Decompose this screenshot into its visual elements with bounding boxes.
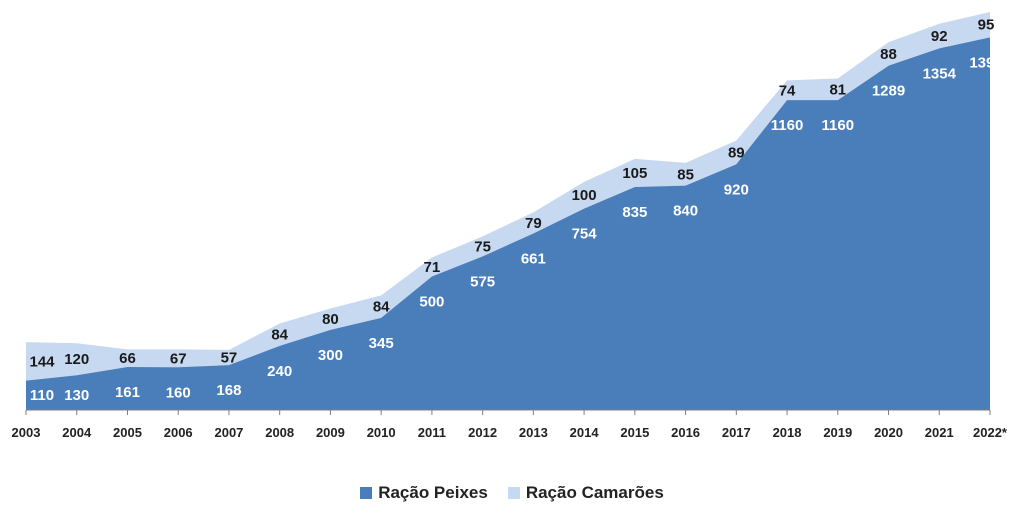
x-tick-label: 2008 (265, 425, 294, 440)
data-label-peixes: 920 (724, 181, 749, 198)
data-label-camaroes: 71 (424, 259, 441, 276)
data-label-camaroes: 67 (170, 350, 187, 367)
data-label-peixes: 1395 (969, 54, 1002, 71)
x-tick-label: 2010 (367, 425, 396, 440)
legend-item-peixes: Ração Peixes (360, 483, 488, 503)
series-area-camaroes (26, 12, 990, 381)
data-label-camaroes: 89 (728, 144, 745, 161)
data-label-peixes: 130 (64, 387, 89, 404)
x-tick-label: 2021 (925, 425, 954, 440)
legend-swatch-camaroes (507, 487, 520, 499)
area-layer (26, 12, 990, 410)
x-tick-label: 2004 (62, 425, 92, 440)
x-tick-layer: 2003 2004 2005 2006 2007 2008 2009 2010 2011 2012… (12, 410, 1008, 440)
x-tick-label: 2009 (316, 425, 345, 440)
data-label-camaroes: 74 (779, 82, 796, 99)
data-label-layer: 144 110 120 130 66 161 67 160 57 168 84 240 80 300 84 3… (29, 17, 1002, 404)
data-label-camaroes: 88 (880, 46, 897, 63)
data-label-peixes: 575 (470, 273, 495, 290)
data-label-peixes: 160 (166, 384, 191, 401)
x-tick-label: 2003 (12, 425, 41, 440)
data-label-peixes: 1160 (822, 117, 855, 134)
legend-label-peixes: Ração Peixes (378, 483, 488, 502)
x-tick-label: 2018 (773, 425, 802, 440)
data-label-peixes: 345 (369, 335, 394, 352)
data-label-peixes: 840 (673, 203, 698, 220)
x-tick-label: 2014 (570, 425, 600, 440)
data-label-camaroes: 57 (221, 350, 238, 367)
data-label-peixes: 300 (318, 347, 343, 364)
data-label-peixes: 240 (267, 363, 292, 380)
legend: Ração Peixes Ração Camarões (0, 478, 1024, 508)
data-label-peixes: 661 (521, 250, 546, 267)
data-label-peixes: 1289 (872, 83, 905, 100)
x-tick-label: 2019 (823, 425, 852, 440)
x-tick-label: 2005 (113, 425, 142, 440)
stacked-area-chart: 2003 2004 2005 2006 2007 2008 2009 2010 2011 2012… (12, 12, 1008, 440)
x-tick-label: 2006 (164, 425, 193, 440)
data-label-camaroes: 81 (829, 81, 846, 98)
x-tick-label: 2007 (214, 425, 243, 440)
data-label-peixes: 161 (115, 384, 140, 401)
x-tick-label: 2013 (519, 425, 548, 440)
x-tick-label: 2017 (722, 425, 751, 440)
x-tick-label: 2012 (468, 425, 497, 440)
data-label-camaroes: 75 (474, 238, 491, 255)
x-tick-label: 2015 (620, 425, 649, 440)
data-label-peixes: 110 (30, 387, 54, 404)
x-tick-label: 2016 (671, 425, 700, 440)
legend-item-camaroes: Ração Camarões (507, 483, 664, 503)
legend-label-camaroes: Ração Camarões (525, 483, 664, 502)
data-label-peixes: 168 (216, 382, 241, 399)
data-label-peixes: 1160 (771, 117, 804, 134)
data-label-camaroes: 144 (29, 353, 55, 370)
data-label-camaroes: 95 (978, 17, 995, 34)
x-tick-label: 2011 (418, 425, 446, 440)
data-label-peixes: 835 (622, 204, 647, 221)
data-label-peixes: 754 (572, 226, 598, 243)
data-label-camaroes: 100 (572, 187, 597, 204)
series-area-peixes (26, 37, 990, 410)
data-label-camaroes: 92 (931, 28, 948, 45)
data-label-camaroes: 105 (622, 165, 647, 182)
data-label-camaroes: 84 (271, 327, 288, 344)
data-label-peixes: 1354 (923, 65, 957, 82)
data-label-peixes: 500 (419, 293, 444, 310)
legend-swatch-peixes (360, 487, 373, 499)
data-label-camaroes: 85 (677, 166, 694, 183)
x-tick-label: 2022* (973, 425, 1008, 440)
data-label-camaroes: 120 (64, 351, 89, 368)
data-label-camaroes: 84 (373, 299, 390, 316)
data-label-camaroes: 79 (525, 215, 542, 232)
data-label-camaroes: 66 (119, 350, 136, 367)
x-tick-label: 2020 (874, 425, 903, 440)
data-label-camaroes: 80 (322, 311, 339, 328)
